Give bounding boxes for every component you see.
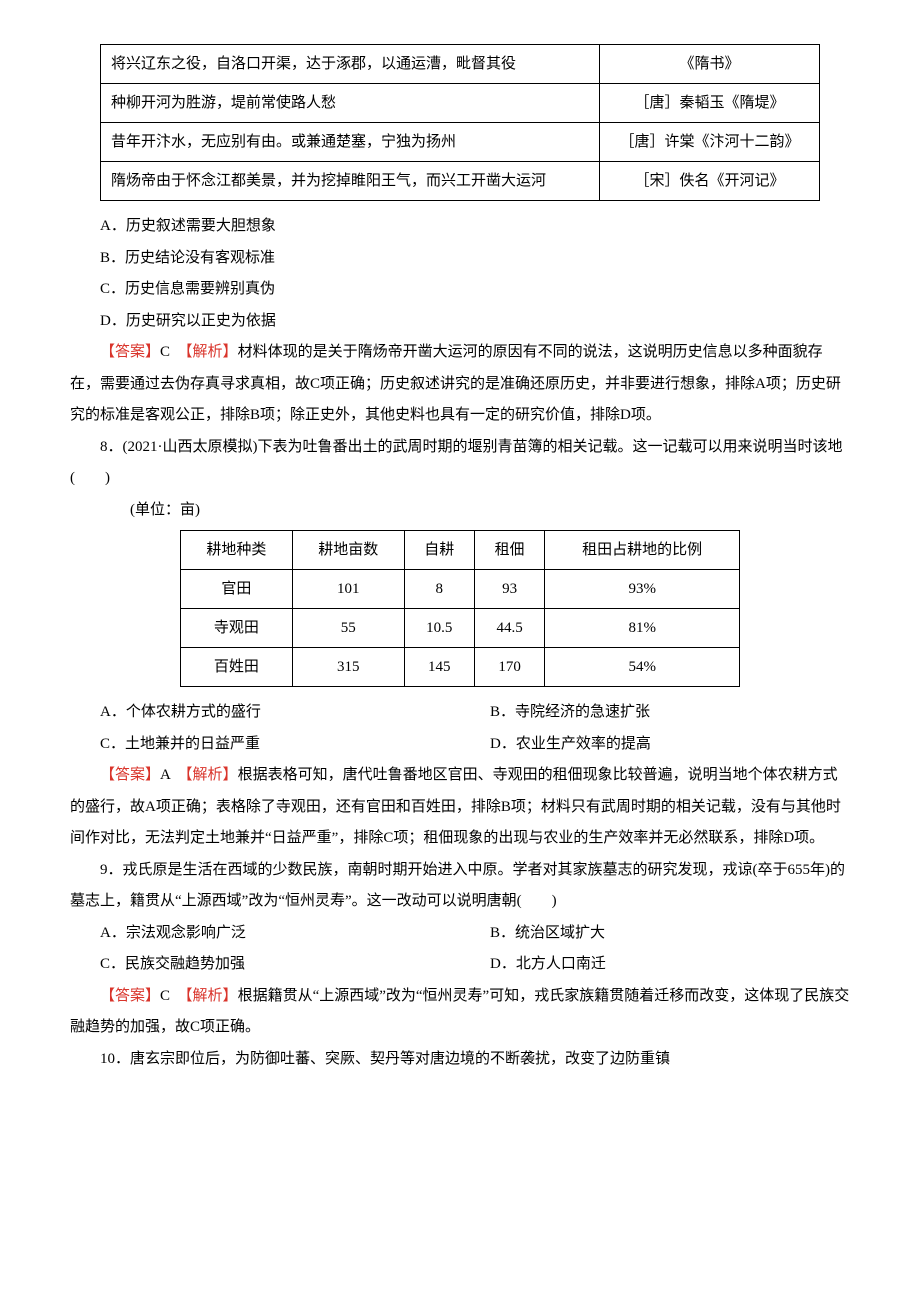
cell: 寺观田 <box>181 609 293 648</box>
cell: 8 <box>404 570 474 609</box>
answer-explanation: 【答案】A 【解析】根据表格可知，唐代吐鲁番地区官田、寺观田的租佃现象比较普遍，… <box>70 760 850 855</box>
option-d: D．北方人口南迁 <box>460 949 850 981</box>
header-cell: 耕地亩数 <box>292 531 404 570</box>
table-row: 隋炀帝由于怀念江都美景，并为挖掉睢阳王气，而兴工开凿大运河 ［宋］佚名《开河记》 <box>101 162 820 201</box>
cell: 54% <box>545 648 740 687</box>
table-row: 寺观田 55 10.5 44.5 81% <box>181 609 740 648</box>
cell-source: 《隋书》 <box>600 45 820 84</box>
cell-source: ［宋］佚名《开河记》 <box>600 162 820 201</box>
header-cell: 耕地种类 <box>181 531 293 570</box>
data-table: 耕地种类 耕地亩数 自耕 租佃 租田占耕地的比例 官田 101 8 93 93%… <box>180 530 740 687</box>
table-header-row: 耕地种类 耕地亩数 自耕 租佃 租田占耕地的比例 <box>181 531 740 570</box>
cell: 55 <box>292 609 404 648</box>
cell: 315 <box>292 648 404 687</box>
answer-label: 【答案】 <box>100 767 160 783</box>
answer-label: 【答案】 <box>100 344 160 360</box>
question-stem: 8．(2021·山西太原模拟)下表为吐鲁番出土的武周时期的堰别青苗簿的相关记载。… <box>70 432 850 495</box>
answer-value: A <box>160 767 170 783</box>
option-b: B．统治区域扩大 <box>460 918 850 950</box>
cell: 93% <box>545 570 740 609</box>
explanation-label: 【解析】 <box>185 988 238 1004</box>
cell-text: 种柳开河为胜游，堤前常使路人愁 <box>101 84 600 123</box>
cell: 101 <box>292 570 404 609</box>
options-row: A．个体农耕方式的盛行 B．寺院经济的急速扩张 <box>70 697 850 729</box>
source-table: 将兴辽东之役，自洛口开渠，达于涿郡，以通运漕，毗督其役 《隋书》 种柳开河为胜游… <box>100 44 820 201</box>
question-stem: 9．戎氏原是生活在西域的少数民族，南朝时期开始进入中原。学者对其家族墓志的研究发… <box>70 855 850 918</box>
cell: 81% <box>545 609 740 648</box>
answer-explanation: 【答案】C 【解析】根据籍贯从“上源西域”改为“恒州灵寿”可知，戎氏家族籍贯随着… <box>70 981 850 1044</box>
option-c: C．民族交融趋势加强 <box>70 949 460 981</box>
options-row: A．宗法观念影响广泛 B．统治区域扩大 <box>70 918 850 950</box>
table-row: 将兴辽东之役，自洛口开渠，达于涿郡，以通运漕，毗督其役 《隋书》 <box>101 45 820 84</box>
table-row: 百姓田 315 145 170 54% <box>181 648 740 687</box>
cell: 百姓田 <box>181 648 293 687</box>
option-a: A．宗法观念影响广泛 <box>70 918 460 950</box>
cell: 10.5 <box>404 609 474 648</box>
header-cell: 自耕 <box>404 531 474 570</box>
cell-source: ［唐］许棠《汴河十二韵》 <box>600 123 820 162</box>
option-a: A．历史叙述需要大胆想象 <box>70 211 850 243</box>
option-d: D．农业生产效率的提高 <box>460 729 850 761</box>
answer-value: C <box>160 344 170 360</box>
cell: 44.5 <box>474 609 544 648</box>
unit-label: (单位：亩) <box>70 495 850 527</box>
explanation-label: 【解析】 <box>185 767 238 783</box>
option-b: B．历史结论没有客观标准 <box>70 243 850 275</box>
table-row: 官田 101 8 93 93% <box>181 570 740 609</box>
option-a: A．个体农耕方式的盛行 <box>70 697 460 729</box>
cell: 官田 <box>181 570 293 609</box>
cell-source: ［唐］秦韬玉《隋堤》 <box>600 84 820 123</box>
options-row: C．民族交融趋势加强 D．北方人口南迁 <box>70 949 850 981</box>
cell-text: 隋炀帝由于怀念江都美景，并为挖掉睢阳王气，而兴工开凿大运河 <box>101 162 600 201</box>
table-row: 昔年开汴水，无应别有由。或兼通楚塞，宁独为扬州 ［唐］许棠《汴河十二韵》 <box>101 123 820 162</box>
cell: 170 <box>474 648 544 687</box>
answer-value: C <box>160 988 170 1004</box>
option-b: B．寺院经济的急速扩张 <box>460 697 850 729</box>
option-d: D．历史研究以正史为依据 <box>70 306 850 338</box>
table-row: 种柳开河为胜游，堤前常使路人愁 ［唐］秦韬玉《隋堤》 <box>101 84 820 123</box>
option-c: C．历史信息需要辨别真伪 <box>70 274 850 306</box>
cell: 93 <box>474 570 544 609</box>
cell: 145 <box>404 648 474 687</box>
header-cell: 租田占耕地的比例 <box>545 531 740 570</box>
answer-explanation: 【答案】C 【解析】材料体现的是关于隋炀帝开凿大运河的原因有不同的说法，这说明历… <box>70 337 850 432</box>
header-cell: 租佃 <box>474 531 544 570</box>
options-row: C．土地兼并的日益严重 D．农业生产效率的提高 <box>70 729 850 761</box>
cell-text: 昔年开汴水，无应别有由。或兼通楚塞，宁独为扬州 <box>101 123 600 162</box>
answer-label: 【答案】 <box>100 988 160 1004</box>
question-stem: 10．唐玄宗即位后，为防御吐蕃、突厥、契丹等对唐边境的不断袭扰，改变了边防重镇 <box>70 1044 850 1076</box>
option-c: C．土地兼并的日益严重 <box>70 729 460 761</box>
cell-text: 将兴辽东之役，自洛口开渠，达于涿郡，以通运漕，毗督其役 <box>101 45 600 84</box>
explanation-label: 【解析】 <box>185 344 238 360</box>
